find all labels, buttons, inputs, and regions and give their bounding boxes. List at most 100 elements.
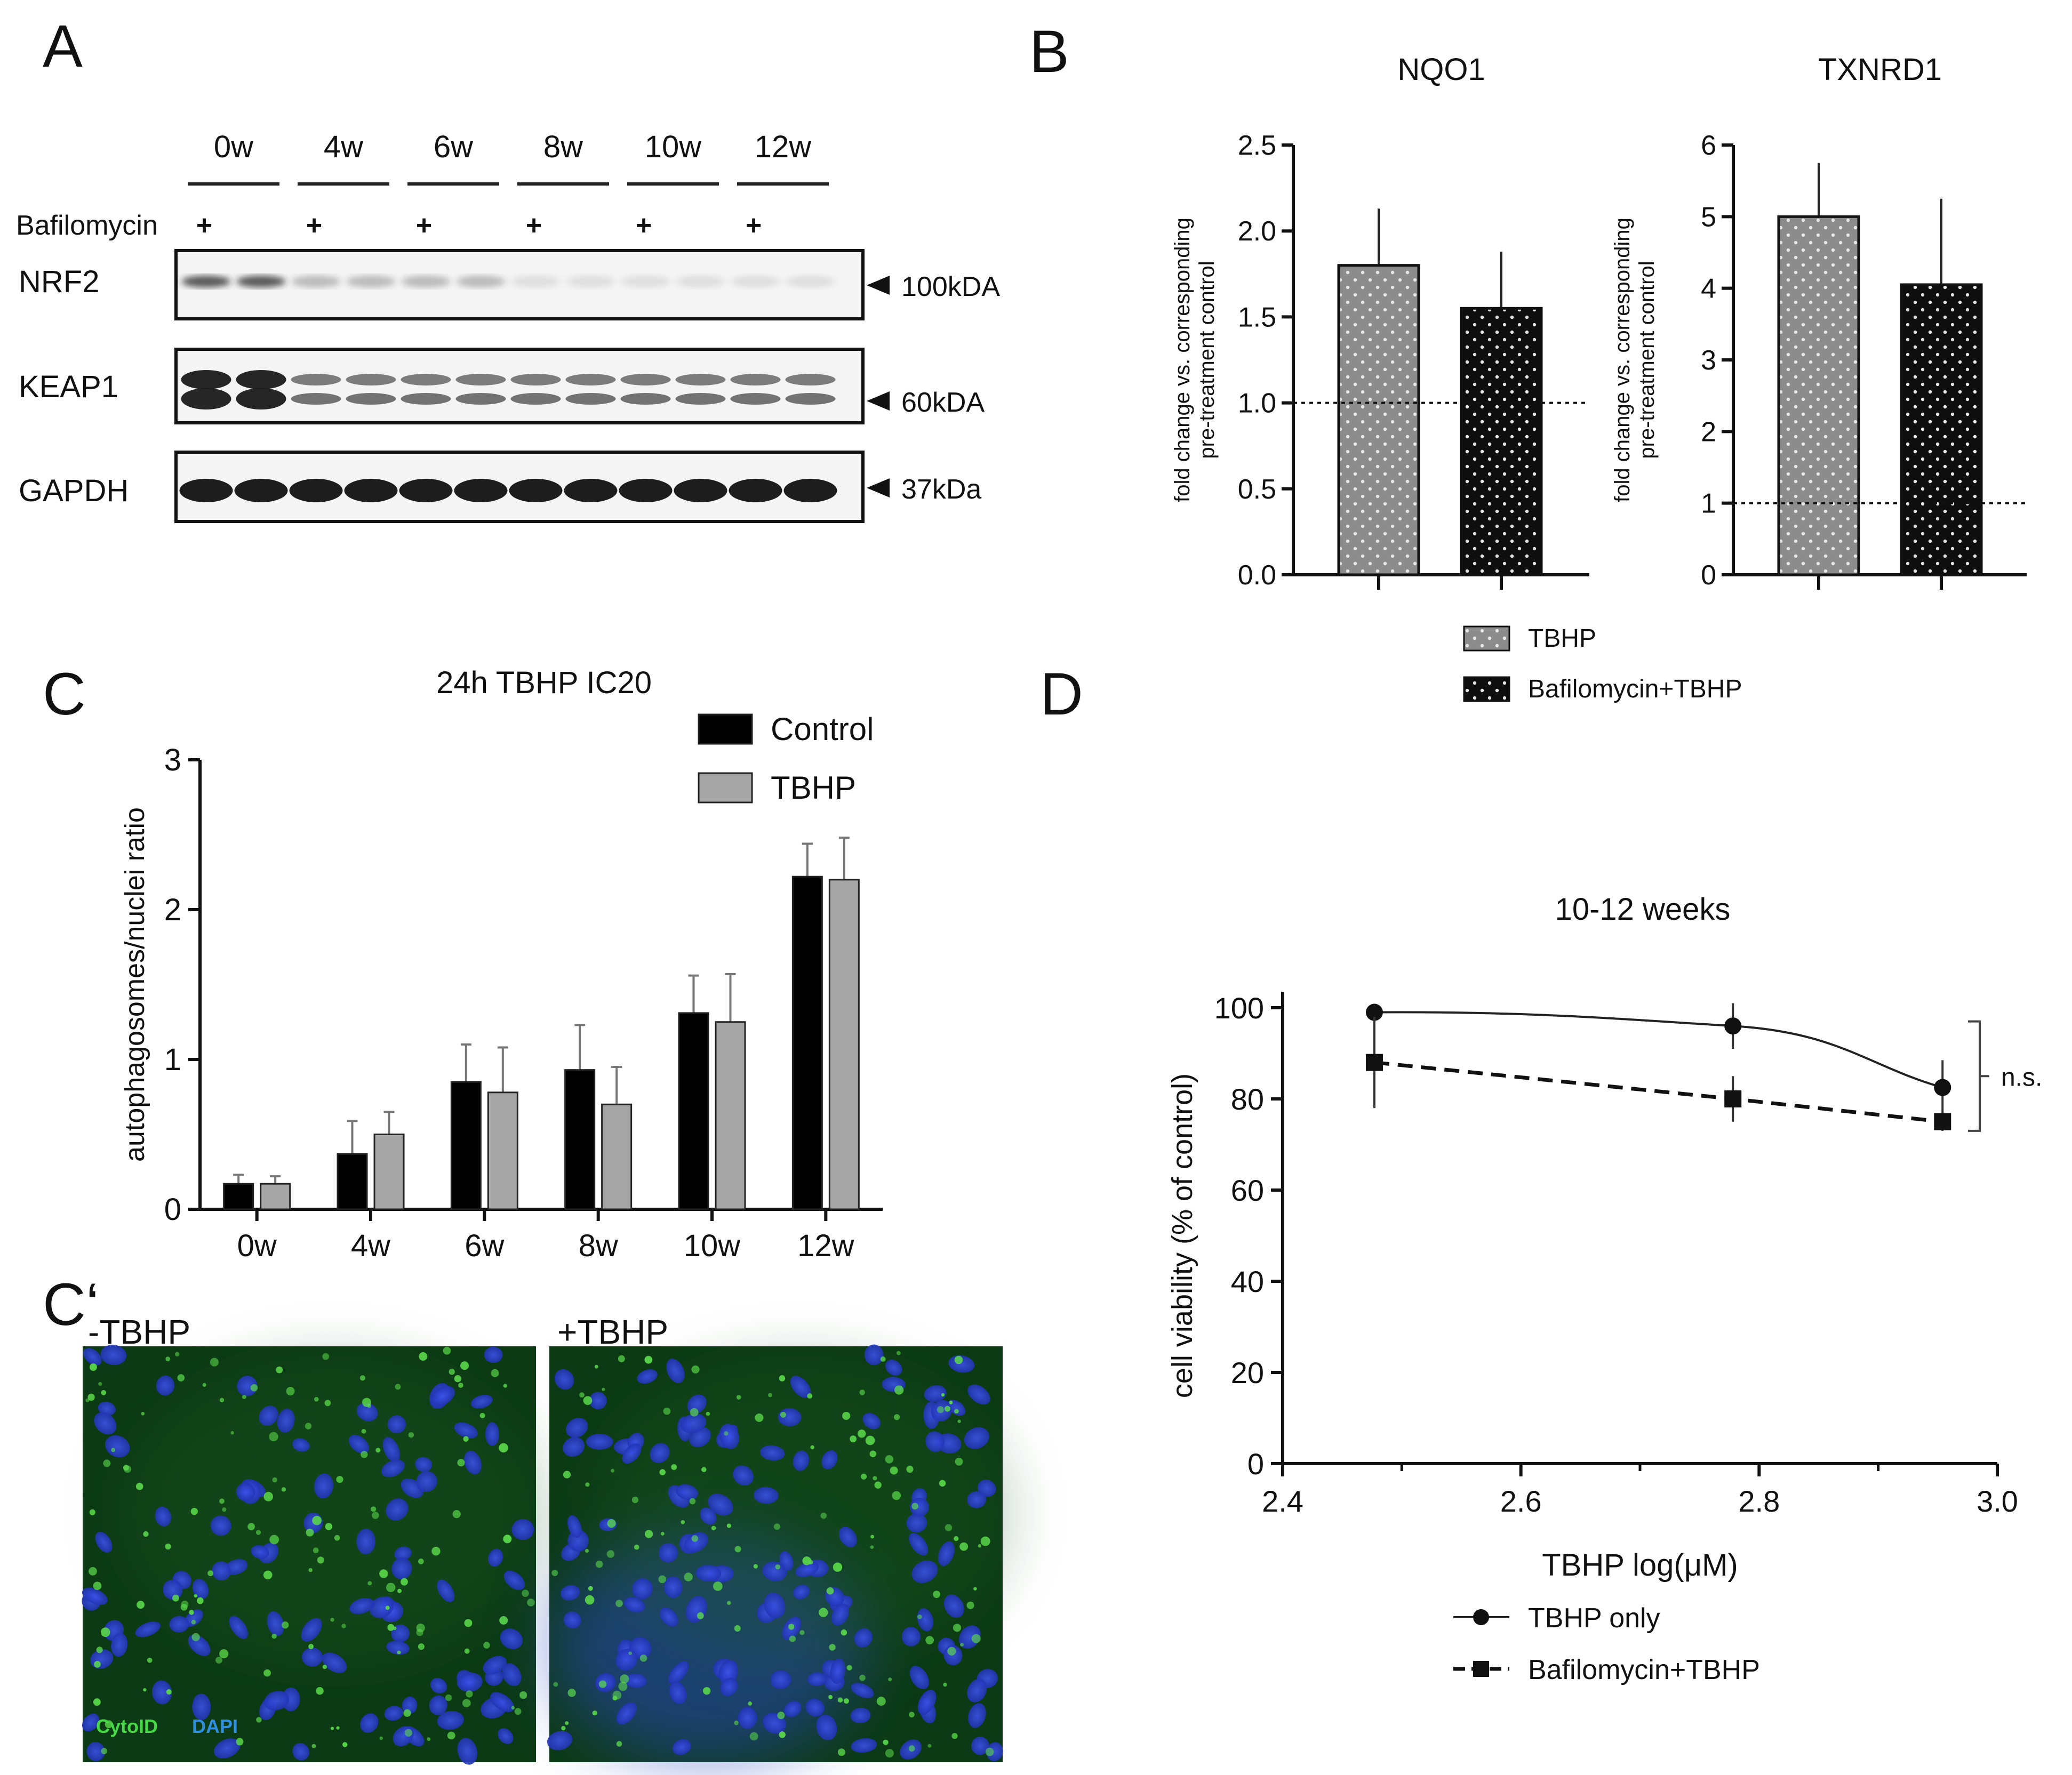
plus-tbhp-cytoid-puncta bbox=[893, 1414, 900, 1420]
minus-tbhp-cytoid-puncta bbox=[191, 1619, 196, 1625]
plus-tbhp-cytoid-puncta bbox=[957, 1419, 961, 1423]
txnrd1-ytick-label: 0 bbox=[1701, 560, 1716, 591]
timepoint-label-10w: 10w bbox=[645, 130, 702, 164]
gapdh-band bbox=[564, 479, 618, 502]
txnrd1-bar-chart: TXNRD1 0 1 2 3 4 5 6 fold change vs. correspondi… bbox=[1611, 52, 2027, 591]
minus-tbhp-nucleus bbox=[369, 1596, 394, 1618]
minus-tbhp-nucleus bbox=[498, 1728, 514, 1744]
minus-tbhp-nucleus bbox=[210, 1515, 231, 1536]
chart-c-xtick-label-4w: 4w bbox=[351, 1228, 391, 1263]
plus-tbhp-nucleus bbox=[637, 1369, 658, 1384]
minus-tbhp-cytoid-puncta bbox=[143, 1531, 149, 1537]
minus-tbhp-cytoid-puncta bbox=[362, 1397, 372, 1407]
chart-d-y-axis-label: cell viability (% of control) bbox=[1166, 1073, 1198, 1398]
minus-tbhp-nucleus bbox=[360, 1713, 379, 1733]
plus-tbhp-cytoid-puncta bbox=[955, 1457, 963, 1466]
gapdh-band bbox=[179, 479, 233, 502]
plus-tbhp-cytoid-puncta bbox=[615, 1600, 623, 1608]
legend-c-label-1: TBHP bbox=[771, 770, 856, 806]
plus-tbhp-cytoid-puncta bbox=[734, 1546, 741, 1553]
plus-tbhp-cytoid-puncta bbox=[859, 1390, 865, 1395]
plus-tbhp-nucleus bbox=[862, 1412, 881, 1429]
minus-tbhp-cytoid-puncta bbox=[522, 1589, 529, 1597]
plus-tbhp-cytoid-puncta bbox=[749, 1732, 758, 1741]
minus-tbhp-cytoid-puncta bbox=[85, 1398, 90, 1402]
keap1-band-lower bbox=[785, 393, 836, 405]
minus-tbhp-nucleus bbox=[236, 1483, 255, 1501]
plus-tbhp-cytoid-puncta bbox=[701, 1467, 707, 1472]
plus-tbhp-cytoid-puncta bbox=[799, 1630, 805, 1635]
plus-tbhp-cytoid-puncta bbox=[850, 1435, 857, 1443]
plus-tbhp-nucleus bbox=[615, 1649, 637, 1671]
plus-tbhp-cytoid-puncta bbox=[789, 1635, 796, 1642]
plus-tbhp-cytoid-puncta bbox=[639, 1654, 647, 1662]
plus-tbhp-cytoid-puncta bbox=[896, 1351, 901, 1355]
minus-tbhp-cytoid-puncta bbox=[466, 1690, 473, 1698]
plus-tbhp-cytoid-puncta bbox=[727, 1601, 731, 1605]
nrf2-band bbox=[291, 276, 341, 287]
minus-tbhp-cytoid-puncta bbox=[483, 1642, 490, 1649]
legend-b-swatch-0 bbox=[1463, 625, 1510, 652]
plus-tbhp-cytoid-puncta bbox=[837, 1748, 845, 1756]
minus-tbhp-cytoid-puncta bbox=[281, 1487, 286, 1492]
plus-tbhp-cytoid-puncta bbox=[631, 1497, 638, 1504]
plus-tbhp-cytoid-puncta bbox=[869, 1450, 877, 1457]
minus-tbhp-cytoid-puncta bbox=[322, 1665, 327, 1669]
keap1-band-lower bbox=[675, 393, 726, 405]
minus-tbhp-cytoid-puncta bbox=[452, 1510, 461, 1519]
plus-tbhp-cytoid-puncta bbox=[690, 1408, 699, 1417]
plus-tbhp-cytoid-puncta bbox=[909, 1712, 915, 1718]
plus-tbhp-nucleus bbox=[783, 1701, 802, 1717]
minus-tbhp-cytoid-puncta bbox=[330, 1726, 334, 1730]
minus-tbhp-cytoid-puncta bbox=[403, 1709, 411, 1717]
keap1-band-lower bbox=[346, 393, 396, 405]
plus-tbhp-cytoid-puncta bbox=[585, 1595, 595, 1605]
nqo1-y-label-line1: fold change vs. corresponding bbox=[1171, 218, 1194, 502]
band-arrow-keap1 bbox=[867, 391, 890, 411]
chart-d-x-axis-label: TBHP log(μM) bbox=[1542, 1548, 1738, 1583]
plus-tbhp-nucleus bbox=[793, 1585, 810, 1600]
microscopy-right-label: +TBHP bbox=[557, 1313, 668, 1351]
keap1-band-upper bbox=[730, 374, 781, 385]
minus-tbhp-cytoid-puncta bbox=[89, 1509, 95, 1515]
minus-tbhp-cytoid-puncta bbox=[419, 1352, 428, 1361]
minus-tbhp-cytoid-puncta bbox=[308, 1644, 314, 1650]
plus-tbhp-nucleus bbox=[901, 1627, 921, 1647]
minus-tbhp-nucleus bbox=[457, 1738, 478, 1765]
plus-tbhp-nucleus bbox=[700, 1507, 717, 1525]
minus-tbhp-nucleus bbox=[100, 1345, 127, 1366]
plus-tbhp-cytoid-puncta bbox=[711, 1525, 716, 1531]
plus-tbhp-cytoid-puncta bbox=[883, 1739, 889, 1745]
nqo1-ytick-label: 2.0 bbox=[1238, 216, 1276, 247]
minus-tbhp-cytoid-puncta bbox=[165, 1543, 171, 1550]
chart-d-ytick-label: 0 bbox=[1247, 1447, 1264, 1481]
plus-tbhp-cytoid-puncta bbox=[684, 1572, 693, 1581]
minus-tbhp-nucleus bbox=[94, 1412, 117, 1435]
minus-tbhp-nucleus bbox=[155, 1506, 171, 1527]
nrf2-band bbox=[236, 276, 286, 287]
plus-tbhp-cytoid-puncta bbox=[724, 1431, 729, 1436]
plus-tbhp-cytoid-puncta bbox=[954, 1536, 959, 1541]
minus-tbhp-cytoid-puncta bbox=[101, 1748, 108, 1755]
txnrd1-y-axis-label: fold change vs. correspondingpre-treatme… bbox=[1611, 218, 1659, 502]
minus-tbhp-nucleus bbox=[322, 1652, 347, 1673]
minus-tbhp-cytoid-puncta bbox=[137, 1601, 145, 1609]
minus-tbhp-cytoid-puncta bbox=[263, 1570, 273, 1580]
viability-line-chart: 10-12 weeks 0 20 40 60 80 100 2.4 2.6 2.8 3.0 TBHP … bbox=[1166, 892, 2042, 1583]
nqo1-ytick-label: 1.5 bbox=[1238, 302, 1276, 333]
minus-tbhp-nucleus bbox=[301, 1618, 322, 1642]
minus-tbhp-nucleus bbox=[111, 1633, 128, 1657]
minus-tbhp-cytoid-puncta bbox=[312, 1515, 322, 1525]
keap1-band-lower bbox=[236, 388, 286, 409]
plus-tbhp-nucleus bbox=[816, 1714, 837, 1740]
plus-tbhp-cytoid-puncta bbox=[553, 1682, 558, 1687]
minus-tbhp-nucleus bbox=[416, 1471, 437, 1492]
plus-tbhp-cytoid-puncta bbox=[628, 1651, 633, 1656]
plus-tbhp-nucleus bbox=[943, 1594, 964, 1618]
plus-tbhp-cytoid-puncta bbox=[960, 1643, 964, 1647]
plus-tbhp-cytoid-puncta bbox=[768, 1393, 772, 1397]
plus-tbhp-cytoid-puncta bbox=[618, 1682, 628, 1691]
microscopy-left-label: -TBHP bbox=[88, 1313, 190, 1351]
minus-tbhp-cytoid-puncta bbox=[269, 1535, 279, 1545]
